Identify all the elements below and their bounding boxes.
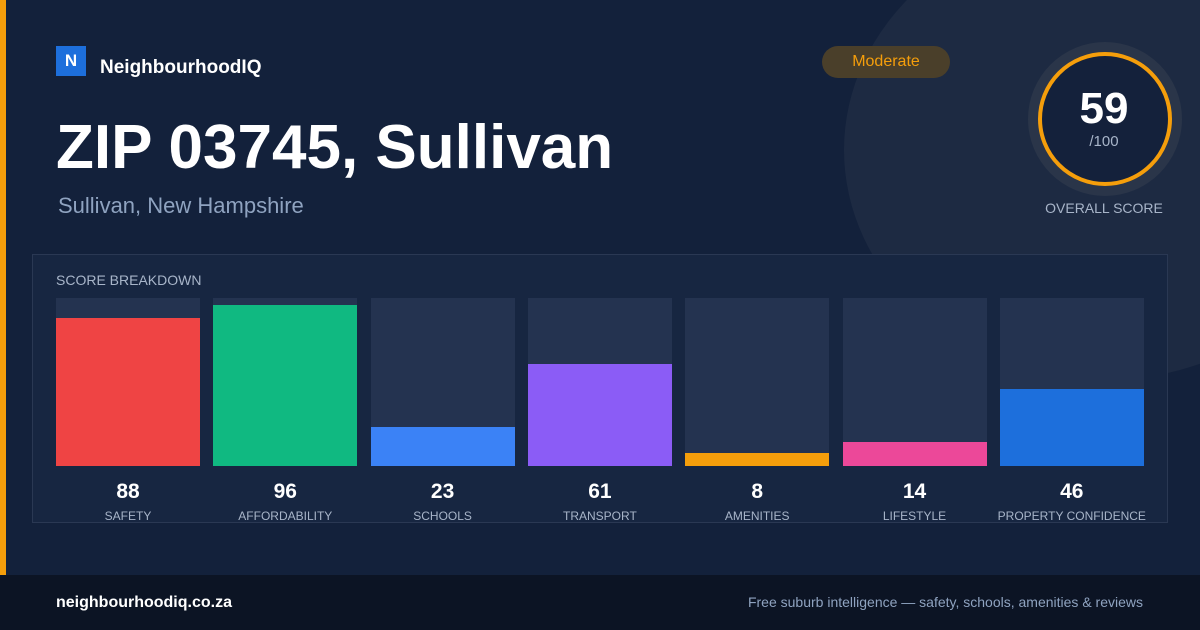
bar-label: AMENITIES <box>724 509 790 523</box>
bar-value: 23 <box>430 480 455 503</box>
bar <box>685 452 830 466</box>
bar-value: 96 <box>273 480 297 503</box>
bar-value: 46 <box>1060 480 1084 503</box>
title: ZIP 03745, Sullivan <box>56 113 614 182</box>
breakdown-title: SCORE BREAKDOWN <box>56 272 202 288</box>
bar <box>527 363 672 466</box>
bar <box>370 427 515 466</box>
bar-value: 61 <box>588 480 612 503</box>
bar-track <box>685 298 830 466</box>
footer <box>0 575 1200 630</box>
bar-value: 88 <box>116 480 140 503</box>
bar-label: PROPERTY CONFIDENCE <box>997 509 1146 523</box>
bar <box>842 442 987 466</box>
footer-url: neighbourhoodiq.co.za <box>56 594 232 611</box>
subtitle: Sullivan, New Hampshire <box>58 193 304 218</box>
score-out-of: /100 <box>1089 133 1119 150</box>
badge: Moderate <box>822 46 950 78</box>
bar-label: TRANSPORT <box>562 509 637 523</box>
bar-value: 14 <box>902 480 927 503</box>
score-value: 59 <box>1079 84 1129 133</box>
bar-track <box>842 298 987 466</box>
bar <box>999 388 1144 466</box>
bar-label: SAFETY <box>104 509 152 523</box>
score-ring-inner <box>1038 52 1172 186</box>
score-label: OVERALL SCORE <box>1045 200 1163 216</box>
accent-strip <box>0 0 6 575</box>
bar <box>213 304 358 466</box>
footer-tagline: Free suburb intelligence — safety, schoo… <box>747 594 1143 610</box>
brand-name: NeighbourhoodIQ <box>100 57 262 78</box>
bar-label: SCHOOLS <box>413 509 472 523</box>
bar-label: LIFESTYLE <box>882 509 947 523</box>
bar-label: AFFORDABILITY <box>238 509 333 523</box>
bar <box>56 318 200 466</box>
bar-value: 8 <box>751 480 764 503</box>
logo: N <box>56 46 86 76</box>
